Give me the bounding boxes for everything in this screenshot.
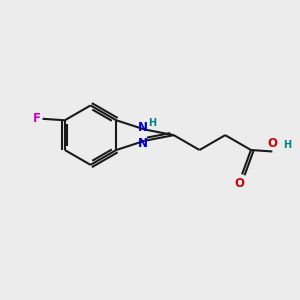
Text: N: N: [137, 137, 148, 150]
Text: O: O: [234, 177, 244, 190]
Text: N: N: [137, 121, 148, 134]
Text: O: O: [267, 137, 278, 150]
Text: H: H: [283, 140, 291, 150]
Text: H: H: [148, 118, 156, 128]
Text: F: F: [33, 112, 41, 125]
